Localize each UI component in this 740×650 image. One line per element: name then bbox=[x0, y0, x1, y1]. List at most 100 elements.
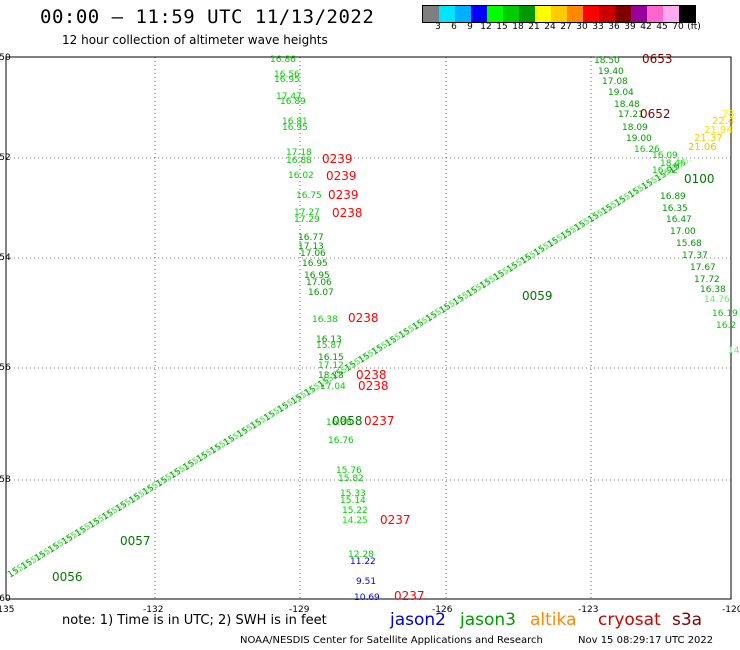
swh-value-track-a: 16.38 bbox=[326, 418, 352, 428]
swh-value-track-c: 21.37 bbox=[694, 133, 723, 144]
y-tick-label: -54 bbox=[0, 253, 11, 263]
swh-value-track-a: 17.06 bbox=[300, 249, 326, 259]
swh-value-track-b: 16.2 bbox=[716, 321, 736, 331]
satellite-label-jason3: jason3 bbox=[460, 610, 516, 630]
altimeter-tracks: 16.8616.5616.9517.4716.8916.8116.9517.18… bbox=[6, 52, 740, 603]
satellite-label-altika: altika bbox=[530, 610, 577, 630]
satellite-label-cryosat: cryosat bbox=[598, 610, 661, 630]
x-tick-label: -129 bbox=[289, 605, 310, 615]
time-label-track-d: 0056 bbox=[52, 570, 83, 584]
legend-swatch bbox=[663, 6, 679, 22]
x-tick-label: -120 bbox=[722, 605, 740, 615]
swh-value-track-a: 9.51 bbox=[356, 577, 376, 587]
swh-value-track-a: 17.18 bbox=[286, 148, 312, 158]
swh-value-track-a: 15.82 bbox=[338, 474, 364, 484]
legend-label: 9 bbox=[467, 22, 473, 32]
time-label-track-d: 0059 bbox=[522, 289, 553, 303]
legend-label: 33 bbox=[592, 22, 604, 32]
satellite-label-jason2: jason2 bbox=[390, 610, 446, 630]
swh-value-track-b: 16.38 bbox=[700, 285, 726, 295]
swh-value-track-a: 17.06 bbox=[306, 278, 332, 288]
swh-value-track-a: 15.76 bbox=[336, 466, 362, 476]
swh-value-track-b: 19.04 bbox=[608, 88, 634, 98]
time-label-track-d: 0057 bbox=[120, 534, 151, 548]
legend-label: 45 bbox=[656, 22, 668, 32]
swh-value-track-b: 19.40 bbox=[598, 67, 624, 77]
swh-value-track-b: 17.21 bbox=[618, 110, 644, 120]
swh-value-track-b: 14.76 bbox=[704, 295, 730, 305]
map-grid bbox=[6, 57, 731, 599]
time-label-track-a: 0238 bbox=[348, 311, 379, 325]
y-tick-label: -52 bbox=[0, 153, 11, 163]
legend-swatch bbox=[487, 6, 503, 22]
legend-swatch bbox=[599, 6, 615, 22]
swh-value-track-a: 12.28 bbox=[348, 550, 374, 560]
legend-swatch bbox=[503, 6, 519, 22]
swh-value-track-a: 16.56 bbox=[274, 70, 300, 80]
swh-value-track-a: 11.22 bbox=[350, 557, 376, 567]
time-label-track-b: 0653 bbox=[642, 52, 673, 66]
swh-value-track-b: 17.72 bbox=[694, 275, 720, 285]
swh-value-track-c: 23 bbox=[722, 109, 735, 120]
time-label-track-a: 0237 bbox=[394, 589, 425, 603]
legend-swatch bbox=[615, 6, 631, 22]
satellite-label-s3a: s3a bbox=[672, 610, 703, 630]
legend-swatch bbox=[551, 6, 567, 22]
swh-value-track-b: 17.08 bbox=[602, 77, 628, 87]
footer-generated-date: Nov 15 08:29:17 UTC 2022 bbox=[578, 635, 714, 646]
legend-swatch bbox=[679, 6, 695, 22]
time-label-track-a: 0238 bbox=[358, 379, 389, 393]
swh-value-track-b: 17.37 bbox=[682, 251, 708, 261]
swh-value-track-a: 16.75 bbox=[296, 191, 322, 201]
color-legend-labels: 3 6 9 12 15 18 21 24 27 30 33 36 39 42 45 70 (ft) bbox=[422, 22, 740, 34]
time-label-track-a: 0237 bbox=[364, 414, 395, 428]
legend-label: 30 bbox=[576, 22, 588, 32]
swh-value-track-b: 16.09 bbox=[652, 151, 678, 161]
legend-label: 15 bbox=[496, 22, 508, 32]
swh-value-track-a: 16.02 bbox=[288, 171, 314, 181]
swh-value-track-a: 15.14 bbox=[340, 496, 366, 506]
swh-value-track-a: 16.77 bbox=[298, 233, 324, 243]
swh-value-track-a: 16.95 bbox=[304, 271, 330, 281]
swh-value-track-a: 16.95 bbox=[282, 123, 308, 133]
swh-value-track-a: 15.22 bbox=[342, 506, 368, 516]
swh-value-track-b: 18.46 bbox=[660, 159, 686, 169]
time-label-track-a: 0238 bbox=[356, 368, 387, 382]
time-label-track-b: 0100 bbox=[684, 172, 715, 186]
time-label-track-a: 0239 bbox=[328, 188, 359, 202]
swh-value-track-b: 18.50 bbox=[594, 56, 620, 66]
legend-swatch bbox=[583, 6, 599, 22]
swh-value-track-b: 16.47 bbox=[666, 215, 692, 225]
legend-swatch bbox=[631, 6, 647, 22]
legend-swatch bbox=[519, 6, 535, 22]
swh-value-track-c: 21.06 bbox=[688, 142, 717, 153]
legend-swatch bbox=[647, 6, 663, 22]
y-tick-label: -58 bbox=[0, 475, 11, 485]
swh-value-track-a: 16.88 bbox=[286, 156, 312, 166]
swh-value-track-a: 14.25 bbox=[342, 516, 368, 526]
time-label-track-b: 0652 bbox=[640, 107, 671, 121]
swh-value-track-b: 16.92 bbox=[652, 166, 678, 176]
page-subtitle: 12 hour collection of altimeter wave hei… bbox=[62, 33, 328, 47]
footer-note: note: 1) Time is in UTC; 2) SWH is in fe… bbox=[62, 613, 327, 628]
map-frame bbox=[5, 56, 732, 600]
legend-swatch bbox=[471, 6, 487, 22]
y-tick-label: -56 bbox=[0, 363, 11, 373]
legend-label: 21 bbox=[528, 22, 540, 32]
swh-value-track-a: 16.81 bbox=[282, 117, 308, 127]
legend-label: 12 bbox=[480, 22, 492, 32]
swh-value-track-b: 14 bbox=[728, 346, 740, 356]
legend-label: 24 bbox=[544, 22, 556, 32]
legend-swatch bbox=[439, 6, 455, 22]
y-tick-label: -50 bbox=[0, 53, 11, 63]
swh-value-track-b: 19.00 bbox=[626, 134, 652, 144]
swh-value-track-b: 15.68 bbox=[676, 239, 702, 249]
legend-label: 39 bbox=[624, 22, 636, 32]
time-label-track-a: 0238 bbox=[332, 206, 363, 220]
swh-value-track-a: 18.18 bbox=[318, 371, 344, 381]
legend-label: 18 bbox=[512, 22, 524, 32]
x-tick-label: -135 bbox=[0, 605, 14, 615]
swh-value-track-c: 21.94 bbox=[704, 125, 733, 136]
swh-value-track-b: 16.26 bbox=[634, 145, 660, 155]
x-tick-label: -126 bbox=[432, 605, 453, 615]
